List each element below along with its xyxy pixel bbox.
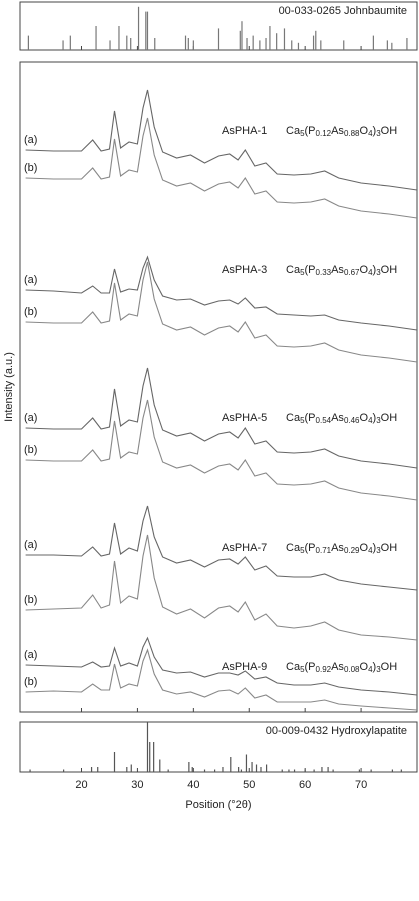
- sample-label: AsPHA-5: [222, 412, 267, 424]
- formula-text: O: [360, 264, 369, 276]
- formula: Ca5(P0.71As0.29O4)3OH: [286, 542, 397, 555]
- formula-subscript: 4: [368, 546, 373, 555]
- formula: Ca5(P0.33As0.67O4)3OH: [286, 264, 397, 277]
- formula-text: OH: [381, 661, 398, 673]
- formula-subscript: 5: [300, 268, 305, 277]
- formula-subscript: 0.92: [316, 665, 332, 674]
- diffraction-trace: [25, 399, 418, 501]
- formula-text: ): [373, 412, 377, 424]
- formula-text: As: [331, 542, 344, 554]
- formula-subscript: 0.08: [344, 665, 360, 674]
- formula-subscript: 0.71: [316, 546, 332, 555]
- sample-label: AsPHA-7: [222, 542, 267, 554]
- panel-frame: [19, 61, 418, 713]
- x-tick-label: 60: [299, 779, 311, 791]
- formula-text: O: [360, 125, 369, 137]
- sample-label: AsPHA-9: [222, 661, 267, 673]
- y-axis-label: Intensity (a.u.): [3, 352, 15, 422]
- formula-text: ): [373, 264, 377, 276]
- x-tick-label: 70: [355, 779, 367, 791]
- diffraction-trace: [25, 89, 418, 191]
- formula-subscript: 0.46: [344, 416, 360, 425]
- series-label: (a): [24, 134, 37, 146]
- series-label: (b): [24, 306, 37, 318]
- formula-text: As: [331, 125, 344, 137]
- formula-subscript: 3: [376, 665, 381, 674]
- formula-subscript: 0.67: [344, 268, 360, 277]
- panel-frame: [19, 721, 418, 773]
- series-label: (b): [24, 594, 37, 606]
- formula-text: OH: [381, 412, 398, 424]
- sample-label: AsPHA-3: [222, 264, 267, 276]
- diffraction-trace: [25, 505, 418, 591]
- diffraction-trace: [25, 367, 418, 469]
- series-label: (a): [24, 539, 37, 551]
- diffraction-trace: [25, 648, 418, 711]
- formula-text: Ca: [286, 125, 301, 137]
- formula-subscript: 0.29: [344, 546, 360, 555]
- formula-text: (P: [305, 661, 316, 673]
- x-tick-label: 30: [131, 779, 143, 791]
- formula-subscript: 3: [376, 546, 381, 555]
- formula-subscript: 3: [376, 416, 381, 425]
- series-label: (a): [24, 274, 37, 286]
- formula-subscript: 5: [300, 665, 305, 674]
- x-tick-label: 40: [187, 779, 199, 791]
- formula-text: O: [360, 542, 369, 554]
- diffraction-trace: [25, 261, 418, 363]
- series-label: (a): [24, 412, 37, 424]
- series-label: (a): [24, 649, 37, 661]
- formula-subscript: 0.88: [344, 129, 360, 138]
- formula-subscript: 4: [368, 129, 373, 138]
- formula: Ca5(P0.12As0.88O4)3OH: [286, 125, 397, 138]
- diffraction-trace: [25, 255, 418, 331]
- formula-subscript: 0.12: [316, 129, 332, 138]
- sample-label: AsPHA-1: [222, 125, 267, 137]
- panel-title: 00-009-0432 Hydroxylapatite: [266, 725, 407, 737]
- series-label: (b): [24, 444, 37, 456]
- formula-text: (P: [305, 412, 316, 424]
- x-tick-label: 50: [243, 779, 255, 791]
- formula-text: ): [373, 542, 377, 554]
- formula-subscript: 3: [376, 129, 381, 138]
- formula: Ca5(P0.54As0.46O4)3OH: [286, 412, 397, 425]
- diffraction-trace: [25, 117, 418, 219]
- formula-text: Ca: [286, 542, 301, 554]
- formula-subscript: 4: [368, 416, 373, 425]
- x-axis-label: Position (°2θ): [185, 799, 251, 811]
- formula-text: As: [331, 264, 344, 276]
- formula-text: O: [360, 661, 369, 673]
- series-label: (b): [24, 162, 37, 174]
- formula-subscript: 3: [376, 268, 381, 277]
- formula-text: (P: [305, 264, 316, 276]
- formula-text: (P: [305, 542, 316, 554]
- formula-text: Ca: [286, 661, 301, 673]
- diffraction-trace: [25, 534, 418, 641]
- formula-text: ): [373, 125, 377, 137]
- formula-subscript: 4: [368, 268, 373, 277]
- formula-subscript: 5: [300, 129, 305, 138]
- formula-text: ): [373, 661, 377, 673]
- formula-text: O: [360, 412, 369, 424]
- formula-subscript: 5: [300, 546, 305, 555]
- formula-subscript: 0.54: [316, 416, 332, 425]
- diffraction-trace: [25, 636, 418, 696]
- formula: Ca5(P0.92As0.08O4)3OH: [286, 661, 397, 674]
- formula-subscript: 4: [368, 665, 373, 674]
- formula-subscript: 0.33: [316, 268, 332, 277]
- formula-text: (P: [305, 125, 316, 137]
- formula-text: OH: [381, 125, 398, 137]
- formula-text: OH: [381, 542, 398, 554]
- series-label: (b): [24, 676, 37, 688]
- formula-text: Ca: [286, 264, 301, 276]
- formula-subscript: 5: [300, 416, 305, 425]
- x-tick-label: 20: [75, 779, 87, 791]
- formula-text: Ca: [286, 412, 301, 424]
- formula-text: As: [331, 412, 344, 424]
- formula-text: OH: [381, 264, 398, 276]
- formula-text: As: [331, 661, 344, 673]
- panel-title: 00-033-0265 Johnbaumite: [279, 5, 407, 17]
